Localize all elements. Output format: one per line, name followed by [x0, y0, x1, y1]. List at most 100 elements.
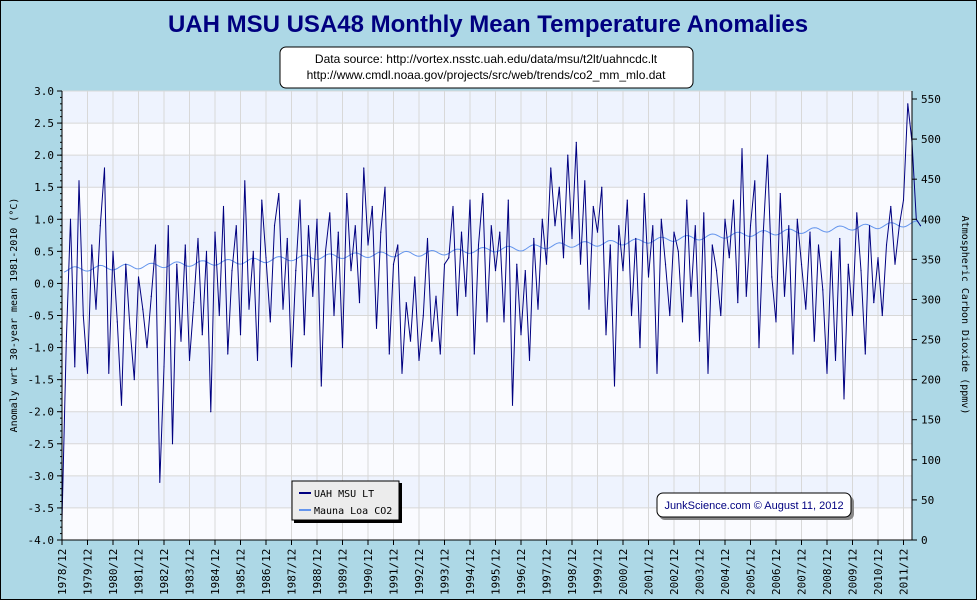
data-point-temp — [601, 186, 603, 188]
y-tick-label: -2.0 — [28, 406, 55, 419]
data-point-temp — [762, 231, 764, 233]
data-point-temp — [384, 186, 386, 188]
data-point-temp — [473, 353, 475, 355]
data-point-temp — [133, 379, 135, 381]
data-point-temp — [312, 295, 314, 297]
data-point-temp — [367, 244, 369, 246]
x-tick-label: 2004/12 — [719, 549, 732, 595]
data-point-temp — [533, 237, 535, 240]
data-point-temp — [537, 308, 539, 310]
data-point-temp — [482, 193, 484, 195]
x-tick-label: 2007/12 — [796, 549, 809, 595]
data-point-temp — [873, 302, 875, 304]
data-point-temp — [282, 308, 284, 310]
data-point-temp — [91, 244, 93, 246]
data-point-temp — [834, 359, 837, 361]
chart-title: UAH MSU USA48 Monthly Mean Temperature A… — [168, 11, 808, 38]
data-point-temp — [333, 314, 335, 317]
data-point-temp — [856, 212, 858, 214]
credit-annotation: JunkScience.com © August 11, 2012 — [656, 492, 854, 520]
data-point-temp — [422, 314, 424, 317]
data-point-temp — [516, 263, 518, 265]
data-point-temp — [588, 308, 590, 310]
y-tick-label: -3.5 — [28, 502, 55, 515]
data-point-temp — [354, 225, 356, 227]
x-tick-label: 1984/12 — [209, 549, 222, 595]
data-point-temp — [231, 270, 233, 272]
y2-tick-label: 500 — [921, 133, 941, 146]
legend-box — [291, 480, 400, 521]
data-point-temp — [295, 270, 297, 272]
data-point-temp — [392, 263, 395, 265]
source-box — [279, 46, 694, 89]
data-point-temp — [851, 314, 854, 317]
data-point-temp — [388, 353, 390, 355]
data-point-temp — [792, 353, 794, 355]
data-point-temp — [346, 193, 348, 195]
data-point-temp — [99, 225, 101, 227]
data-point-temp — [469, 199, 471, 201]
data-point-temp — [239, 334, 242, 336]
x-tick-label: 1980/12 — [107, 549, 120, 595]
data-point-temp — [252, 250, 254, 252]
data-point-temp — [171, 443, 174, 445]
x-tick-label: 1993/12 — [439, 549, 452, 595]
data-point-temp — [681, 321, 684, 323]
y-tick-label: 0.0 — [34, 277, 54, 290]
data-point-temp — [656, 372, 658, 374]
data-point-temp — [329, 212, 331, 214]
legend: UAH MSU LT Mauna Loa CO2 — [291, 480, 402, 523]
data-point-temp — [180, 340, 182, 342]
data-point-temp — [269, 321, 271, 323]
data-point-temp — [541, 218, 543, 220]
x-tick-label: 1999/12 — [592, 549, 605, 595]
data-point-temp — [401, 372, 403, 374]
data-point-temp — [864, 353, 866, 355]
data-point-temp — [528, 359, 531, 361]
y-tick-label: -2.5 — [28, 438, 55, 451]
x-tick-label: 2005/12 — [745, 549, 758, 595]
data-point-temp — [766, 154, 769, 156]
data-point-temp — [919, 225, 922, 227]
y2-tick-label: 100 — [921, 454, 941, 467]
data-point-temp — [167, 225, 169, 227]
plot-band — [62, 347, 912, 380]
data-point-temp — [103, 167, 106, 169]
y-tick-label: 3.0 — [34, 85, 54, 98]
data-point-temp — [159, 481, 161, 483]
x-tick-label: 1994/12 — [464, 549, 477, 595]
x-tick-label: 2008/12 — [821, 549, 834, 595]
y-tick-label: -3.0 — [28, 470, 55, 483]
data-point-temp — [817, 244, 820, 246]
data-point-temp — [125, 263, 127, 265]
data-point-temp — [847, 263, 849, 265]
data-point-temp — [137, 276, 140, 278]
data-point-temp — [554, 225, 556, 227]
data-point-temp — [452, 205, 454, 208]
data-point-temp — [788, 225, 790, 227]
data-point-temp — [443, 263, 446, 265]
data-point-temp — [902, 199, 905, 201]
source-line-2: http://www.cmdl.noaa.gov/projects/src/we… — [307, 68, 666, 82]
data-point-temp — [197, 237, 199, 240]
data-point-temp — [545, 263, 548, 265]
data-point-temp — [261, 199, 263, 201]
data-point-temp — [405, 302, 407, 304]
y-tick-label: 2.5 — [34, 117, 54, 130]
data-point-temp — [669, 314, 671, 317]
data-point-temp — [647, 276, 650, 278]
data-point-temp — [414, 276, 416, 278]
data-point-temp — [193, 302, 195, 304]
y2-tick-label: 250 — [921, 334, 941, 347]
axes: 3.0 2.5 2.0 1.5 1.0 0.5 0.0 -0.5 -1.0 -1.5 -2.0 -2.… — [28, 85, 941, 595]
data-point-temp — [613, 385, 616, 387]
data-point-temp — [643, 193, 645, 195]
data-point-temp — [375, 327, 378, 329]
x-tick-label: 1990/12 — [362, 549, 375, 595]
data-point-temp — [184, 244, 186, 246]
data-point-temp — [728, 257, 730, 259]
data-point-temp — [520, 334, 522, 336]
data-point-temp — [550, 167, 552, 169]
y2-tick-label: 300 — [921, 293, 941, 306]
